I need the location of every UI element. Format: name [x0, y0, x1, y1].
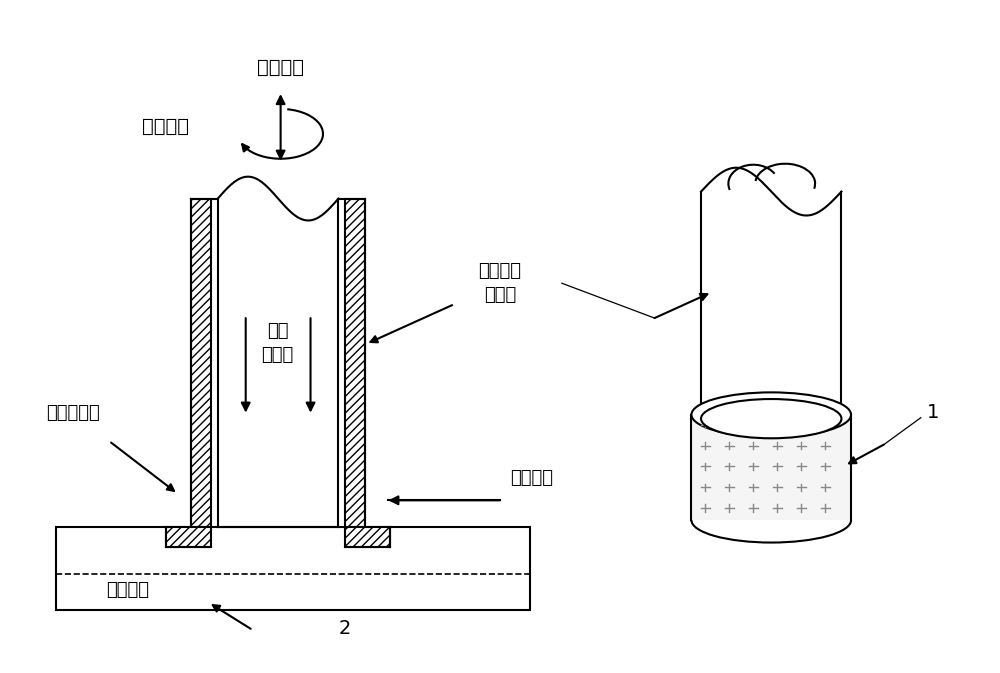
Bar: [345, 199, 365, 527]
Text: 2: 2: [338, 619, 351, 638]
Text: 工件材料: 工件材料: [106, 581, 149, 599]
Bar: [191, 199, 211, 527]
Ellipse shape: [701, 399, 841, 438]
Text: 外部切削液: 外部切削液: [46, 404, 100, 422]
Text: 1: 1: [927, 403, 939, 422]
Bar: [701, 192, 841, 419]
Bar: [166, 527, 211, 547]
Text: 空心金刚
石刀具: 空心金刚 石刀具: [479, 262, 522, 304]
Text: 内部
切削液: 内部 切削液: [261, 322, 294, 364]
Bar: [56, 527, 530, 610]
Text: 高速旋转: 高速旋转: [142, 117, 189, 137]
Text: 超声振动: 超声振动: [257, 58, 304, 77]
Text: 进给方向: 进给方向: [510, 469, 553, 487]
Bar: [691, 415, 851, 520]
Ellipse shape: [691, 392, 851, 437]
Bar: [345, 527, 390, 547]
